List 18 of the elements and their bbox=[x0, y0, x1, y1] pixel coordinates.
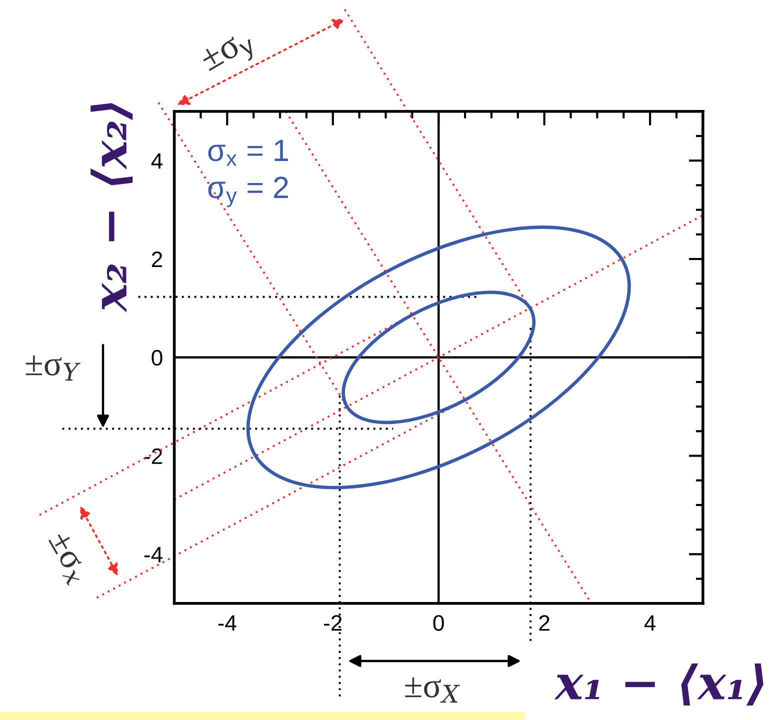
text: ±σ$_{Y}$ bbox=[26, 356, 80, 381]
text: ±σ$_{x}$ bbox=[44, 530, 90, 586]
x-tick-label: -4 bbox=[218, 615, 236, 631]
y-tick-label: 0 bbox=[152, 350, 162, 366]
y-tick-label: -2 bbox=[144, 448, 162, 464]
x-tick-label: 4 bbox=[644, 615, 656, 631]
x-tick-label: -2 bbox=[324, 615, 342, 631]
y-tick-label: 4 bbox=[151, 153, 163, 169]
y-tick-label: -4 bbox=[144, 546, 163, 562]
text: ±σ$_{X}$ bbox=[405, 678, 460, 703]
y-tick-label: 2 bbox=[152, 252, 162, 268]
y-axis-title: x₂ − ⟨x₂⟩ bbox=[90, 103, 133, 312]
x-axis-title: x₁ − ⟨x₁⟩ bbox=[554, 663, 764, 706]
text: ±σ$_{y}$ bbox=[199, 28, 260, 80]
annotation: σ$_{y}$ = 2 bbox=[208, 176, 288, 208]
x-tick-label: 2 bbox=[539, 615, 550, 631]
annotation: σ$_{x}$ = 1 bbox=[208, 140, 288, 166]
x-tick-label: 0 bbox=[433, 615, 444, 631]
